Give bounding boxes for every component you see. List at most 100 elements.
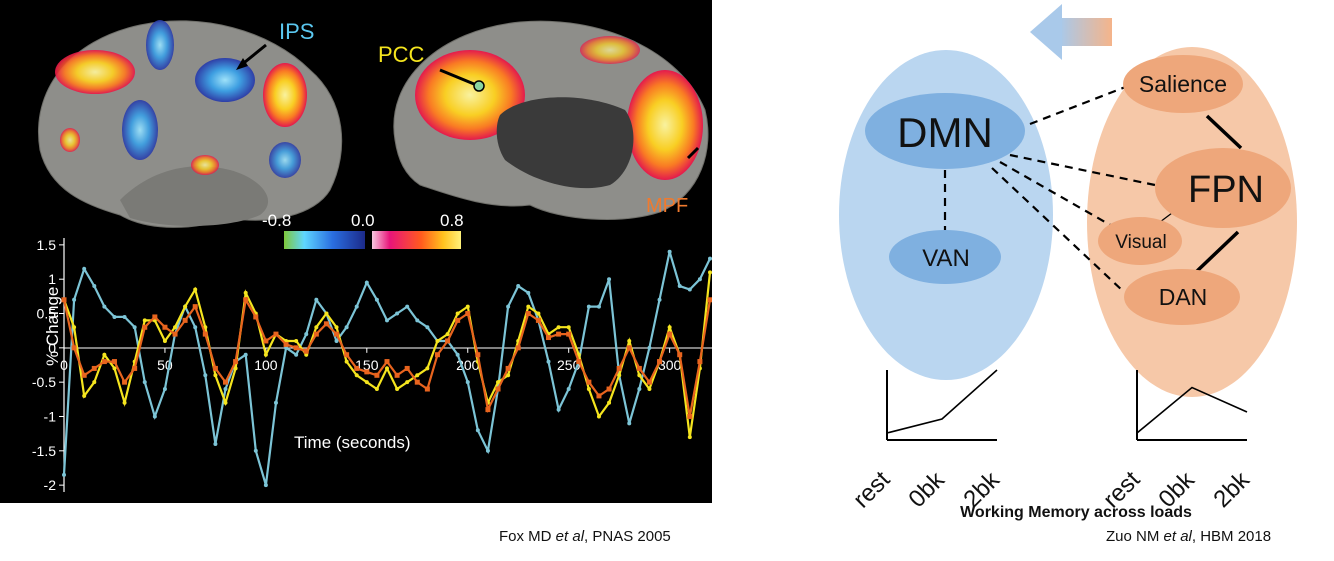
mini-category-label: rest bbox=[1098, 466, 1146, 514]
data-point bbox=[364, 369, 370, 375]
data-point bbox=[526, 304, 531, 309]
dmn-salience-link bbox=[1029, 84, 1129, 126]
data-point bbox=[253, 448, 258, 453]
x-tick-label: 250 bbox=[557, 357, 581, 373]
data-point bbox=[596, 304, 601, 309]
data-point bbox=[687, 435, 692, 440]
data-point bbox=[91, 365, 97, 371]
data-point bbox=[425, 366, 430, 371]
lateral-brain bbox=[38, 20, 343, 228]
mini-category-label: 2bk bbox=[958, 466, 1005, 513]
fpn-node bbox=[1155, 148, 1291, 228]
data-point bbox=[657, 297, 662, 302]
data-point bbox=[142, 324, 148, 330]
data-point bbox=[405, 304, 410, 309]
data-point bbox=[72, 325, 77, 330]
data-point bbox=[425, 325, 430, 330]
mini-category-label: 2bk bbox=[1208, 466, 1255, 513]
x-tick-label: 100 bbox=[254, 357, 278, 373]
data-point bbox=[294, 338, 299, 343]
task-load-chart: rest 0bk 2bk bbox=[1098, 370, 1256, 513]
data-point bbox=[647, 345, 652, 350]
data-point bbox=[213, 373, 218, 378]
colorbar-tick: 0.0 bbox=[351, 211, 375, 230]
data-point bbox=[324, 311, 329, 316]
data-point bbox=[465, 380, 470, 385]
data-point bbox=[202, 331, 208, 337]
data-point bbox=[334, 331, 340, 337]
data-point bbox=[385, 318, 389, 323]
data-point bbox=[223, 387, 228, 392]
data-point bbox=[697, 277, 702, 282]
data-point bbox=[142, 380, 147, 385]
data-point bbox=[626, 345, 632, 351]
right-citation: Zuo NM et al, HBM 2018 bbox=[1106, 528, 1271, 545]
data-point bbox=[223, 379, 228, 385]
data-point bbox=[81, 372, 87, 378]
dmn-label: DMN bbox=[897, 109, 993, 156]
data-point bbox=[374, 387, 379, 392]
shift-arrow-icon bbox=[1030, 4, 1112, 60]
series-line-yellow bbox=[62, 272, 712, 438]
data-point bbox=[132, 365, 138, 371]
data-point bbox=[404, 365, 410, 371]
working-memory-axis-title: Working Memory across loads bbox=[960, 504, 1192, 521]
data-point bbox=[364, 280, 369, 285]
data-point bbox=[152, 414, 157, 419]
data-point bbox=[193, 287, 198, 292]
data-point bbox=[677, 352, 683, 358]
data-point bbox=[122, 379, 128, 385]
data-point bbox=[445, 332, 450, 337]
data-point bbox=[102, 352, 107, 357]
fpn-visual-link bbox=[1159, 209, 1177, 223]
dan-label: DAN bbox=[1159, 284, 1208, 310]
data-point bbox=[395, 387, 400, 392]
data-point bbox=[556, 325, 561, 330]
data-point bbox=[445, 338, 451, 344]
mini-category-label: rest bbox=[848, 466, 896, 514]
data-point bbox=[465, 304, 470, 309]
data-point bbox=[637, 373, 642, 378]
data-point bbox=[314, 297, 319, 302]
data-point bbox=[122, 400, 127, 405]
colorbar-negative bbox=[284, 231, 365, 249]
data-point bbox=[435, 338, 440, 343]
data-point bbox=[546, 359, 551, 364]
dmn-dan-link bbox=[991, 167, 1125, 293]
data-point bbox=[556, 331, 562, 337]
data-point bbox=[384, 359, 390, 365]
colorbar-tick: 0.8 bbox=[440, 211, 464, 230]
data-point bbox=[566, 331, 572, 337]
dan-node bbox=[1124, 269, 1240, 325]
data-point bbox=[515, 345, 521, 351]
y-axis-label: % Change bbox=[43, 287, 62, 366]
data-point bbox=[212, 365, 218, 371]
visual-node bbox=[1098, 217, 1182, 265]
data-point bbox=[667, 249, 672, 254]
y-tick-label: 1 bbox=[48, 271, 56, 287]
data-point bbox=[374, 297, 379, 302]
colorbar-positive bbox=[372, 231, 461, 249]
data-point bbox=[304, 332, 309, 337]
data-point bbox=[263, 338, 269, 344]
y-tick-label: -1 bbox=[44, 408, 57, 424]
van-label: VAN bbox=[922, 245, 970, 272]
data-point bbox=[385, 366, 389, 371]
data-point bbox=[92, 284, 97, 289]
data-point bbox=[162, 338, 167, 343]
data-point bbox=[334, 338, 339, 343]
data-point bbox=[434, 352, 440, 358]
salience-fpn-link bbox=[1205, 114, 1243, 150]
data-point bbox=[525, 311, 531, 317]
data-point bbox=[505, 365, 511, 371]
task-network-ellipse bbox=[1087, 47, 1297, 397]
data-point bbox=[607, 277, 612, 282]
data-point bbox=[101, 359, 107, 365]
citation-source: , PNAS 2005 bbox=[584, 528, 671, 545]
data-point bbox=[344, 325, 349, 330]
citation-etal: et al bbox=[555, 528, 585, 545]
data-point bbox=[475, 428, 480, 433]
data-point bbox=[556, 407, 561, 412]
data-point bbox=[243, 352, 248, 357]
data-point bbox=[526, 290, 531, 295]
